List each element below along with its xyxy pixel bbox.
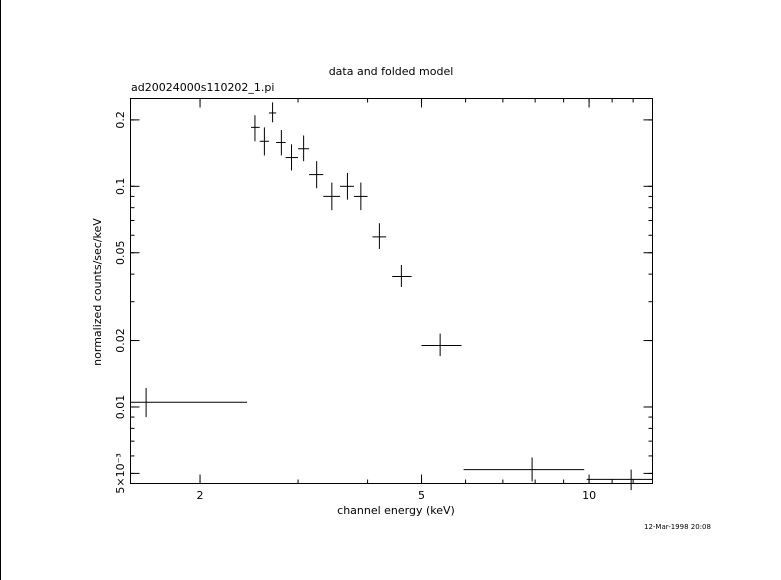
y-tick-label: 0.1 — [114, 178, 127, 196]
data-point — [421, 333, 462, 357]
data-point — [285, 144, 299, 171]
x-axis-ticks: 2 5 10 — [197, 98, 653, 502]
y-tick-label: 5×10⁻³ — [114, 453, 127, 493]
data-point — [268, 102, 277, 123]
data-point — [392, 264, 412, 287]
y-axis-ticks: 0.2 0.1 0.05 0.02 0.01 5×10⁻³ — [114, 111, 653, 494]
chart-subtitle: ad20024000s110202_1.pi — [131, 81, 274, 94]
chart-title: data and folded model — [329, 65, 454, 78]
plot-frame — [130, 98, 653, 484]
data-point — [323, 182, 341, 211]
data-point — [353, 182, 368, 211]
data-point — [340, 172, 354, 200]
data-point — [298, 135, 310, 162]
data-points — [130, 102, 653, 491]
y-tick-label: 0.01 — [114, 395, 127, 420]
data-point — [463, 457, 585, 482]
x-tick-label: 10 — [582, 489, 596, 502]
data-point — [276, 129, 286, 156]
y-tick-label: 0.2 — [114, 111, 127, 129]
y-axis-label: normalized counts/sec/keV — [91, 218, 104, 366]
data-point — [259, 127, 269, 156]
x-tick-label: 2 — [197, 489, 204, 502]
x-tick-label: 5 — [418, 489, 425, 502]
y-tick-label: 0.05 — [114, 240, 127, 265]
y-tick-label: 0.02 — [114, 328, 127, 353]
data-point — [130, 387, 248, 418]
x-axis-label: channel energy (keV) — [337, 504, 455, 517]
data-point — [586, 469, 653, 491]
timestamp-label: 12-Mar-1998 20:08 — [644, 523, 711, 531]
data-point — [251, 115, 260, 142]
data-point — [372, 223, 387, 249]
data-point — [309, 161, 324, 189]
